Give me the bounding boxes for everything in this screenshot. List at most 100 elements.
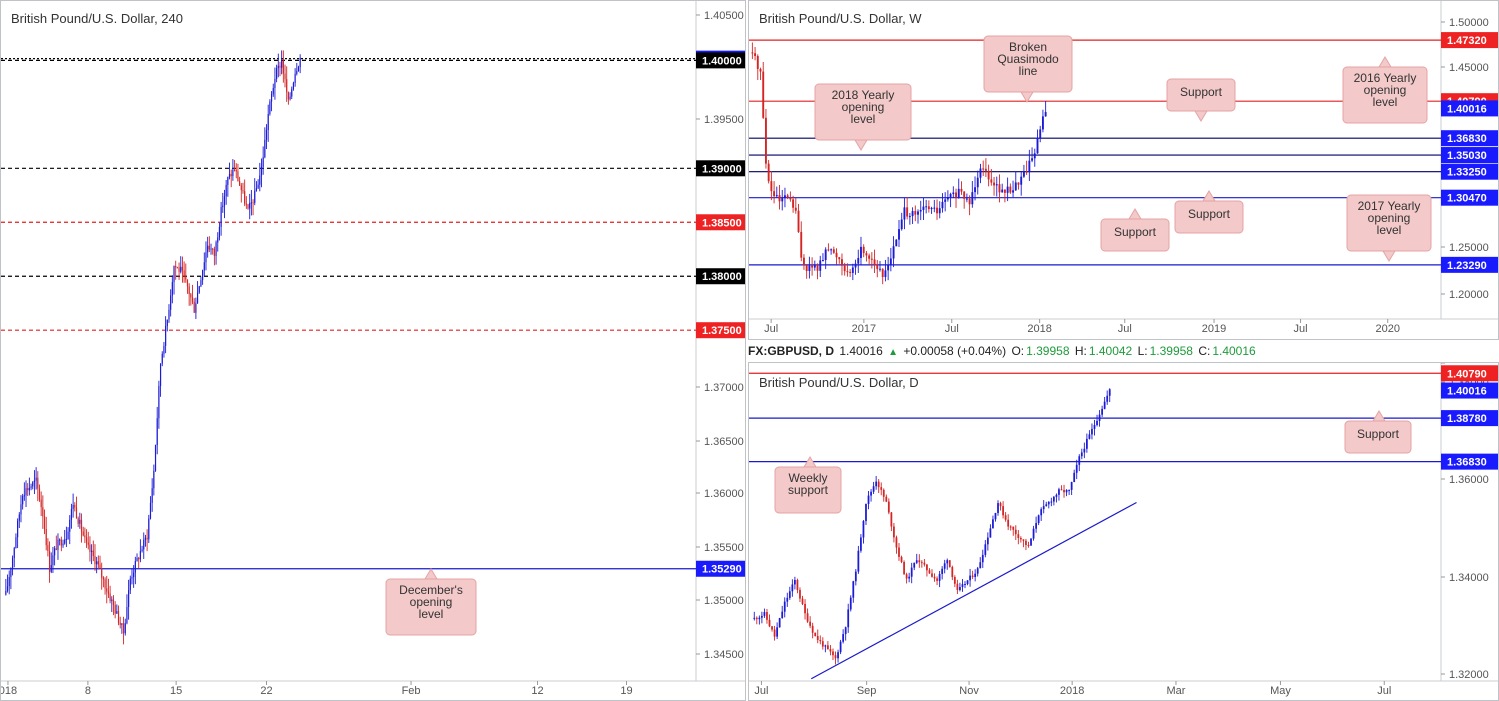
candle [102,576,104,588]
candle-body [829,649,832,652]
candle [936,576,938,586]
candle [923,558,926,567]
candle [788,586,791,600]
candle [976,566,979,577]
candle-body [255,188,258,191]
candle [195,297,197,320]
candle-body [1017,182,1020,185]
price-tag-bg [1441,453,1498,470]
candle-body [766,612,768,620]
candle [885,494,888,503]
candle [865,251,868,262]
candle [193,298,195,313]
candle [215,240,217,265]
candle [207,236,209,258]
candle [800,221,803,262]
y-tick-label: 1.36500 [704,436,744,448]
weekly-chart[interactable]: British Pound/U.S. Dollar, W 1.50000 1.450… [749,1,1498,339]
candle-body [1065,489,1068,493]
y-tick-label: 1.20000 [1449,289,1489,301]
price-tag: 1.37500 [696,322,745,339]
candle-body [92,550,94,557]
symbol-label[interactable]: FX:GBPUSD, D [748,344,835,358]
candle [992,515,994,529]
candle [42,495,44,529]
daily-chart-panel[interactable]: British Pound/U.S. Dollar, D1.380001.360… [748,362,1499,701]
candle-body [1098,414,1101,421]
callout-pointer [1194,110,1208,122]
x-tick-label: May [1270,685,1291,697]
candle-body [1047,501,1050,505]
candle-body [860,246,862,258]
candle [77,516,79,528]
price-tag-bg [696,322,745,339]
candle [48,541,51,583]
candle-body [955,192,957,198]
y-tick-label: 1.30000 [1449,363,1489,366]
candle [900,555,903,564]
candle [844,626,847,641]
price-tag-bg [696,52,745,69]
candle-body [781,198,784,202]
candle [203,252,205,276]
candle [943,559,946,574]
candle-body [789,197,792,200]
candle-body [865,503,867,522]
candle-body [800,231,803,258]
daily-chart[interactable]: British Pound/U.S. Dollar, D1.380001.360… [749,363,1498,700]
candle [257,179,259,189]
chart-title: British Pound/U.S. Dollar, D [759,375,919,390]
candle-body [835,252,838,258]
candle-body [995,184,998,186]
candle-body [773,629,776,637]
candle-body [998,184,1001,193]
candle-body [994,512,997,520]
candle [887,256,890,281]
candle [264,127,266,159]
x-tick-label: Nov [959,685,979,697]
candle-body [5,590,7,595]
candle [25,480,27,507]
candle-body [228,173,231,177]
candle [805,264,808,279]
candle-body [42,507,44,517]
candle-body [993,182,995,186]
candle [54,546,56,566]
candle-body [190,294,192,298]
candle [1009,525,1012,531]
candle-body [200,280,202,287]
candle [1012,180,1015,198]
candle [74,502,76,512]
candle [906,197,909,220]
candle [85,529,88,548]
callout-text: Support [1114,225,1157,239]
candle-body [898,229,900,240]
candle-body [272,88,274,95]
low-value: 1.39958 [1149,344,1193,358]
candle [852,580,855,603]
x-tick-label: Jul [945,323,959,335]
candle [121,623,123,634]
price-tag-bg [696,160,745,177]
h4-chart-panel[interactable]: British Pound/U.S. Dollar, 240 1.40500 1.3… [0,0,746,701]
candle-body [806,613,809,622]
candle [1039,125,1042,143]
candle [286,66,288,102]
callout-text: Quasimodo [997,52,1059,66]
candle-body [249,202,251,209]
candle [30,483,32,491]
candle [136,553,138,562]
h4-chart[interactable]: British Pound/U.S. Dollar, 240 1.40500 1.3… [1,1,745,700]
price-tag-label: 1.40016 [1447,103,1487,115]
candle [117,605,120,626]
candle-body [250,202,252,204]
weekly-chart-panel[interactable]: British Pound/U.S. Dollar, W 1.50000 1.450… [748,0,1499,340]
candle [908,213,911,225]
candle [17,518,19,549]
candle [981,549,984,568]
candle [835,248,838,265]
candle [101,562,103,590]
candle-body [880,487,883,490]
candle-body [1017,534,1020,538]
y-tick-label: 1.34500 [704,649,744,661]
